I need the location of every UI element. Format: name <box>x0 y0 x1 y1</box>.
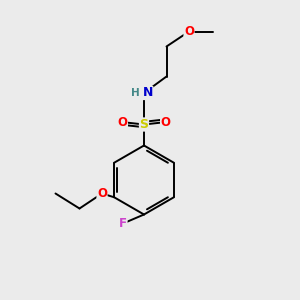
Text: O: O <box>160 116 171 129</box>
Text: O: O <box>97 187 107 200</box>
Text: O: O <box>184 25 194 38</box>
Text: N: N <box>142 86 153 100</box>
Text: S: S <box>140 118 148 131</box>
Text: O: O <box>117 116 128 129</box>
Text: H: H <box>131 88 140 98</box>
Text: F: F <box>119 217 127 230</box>
